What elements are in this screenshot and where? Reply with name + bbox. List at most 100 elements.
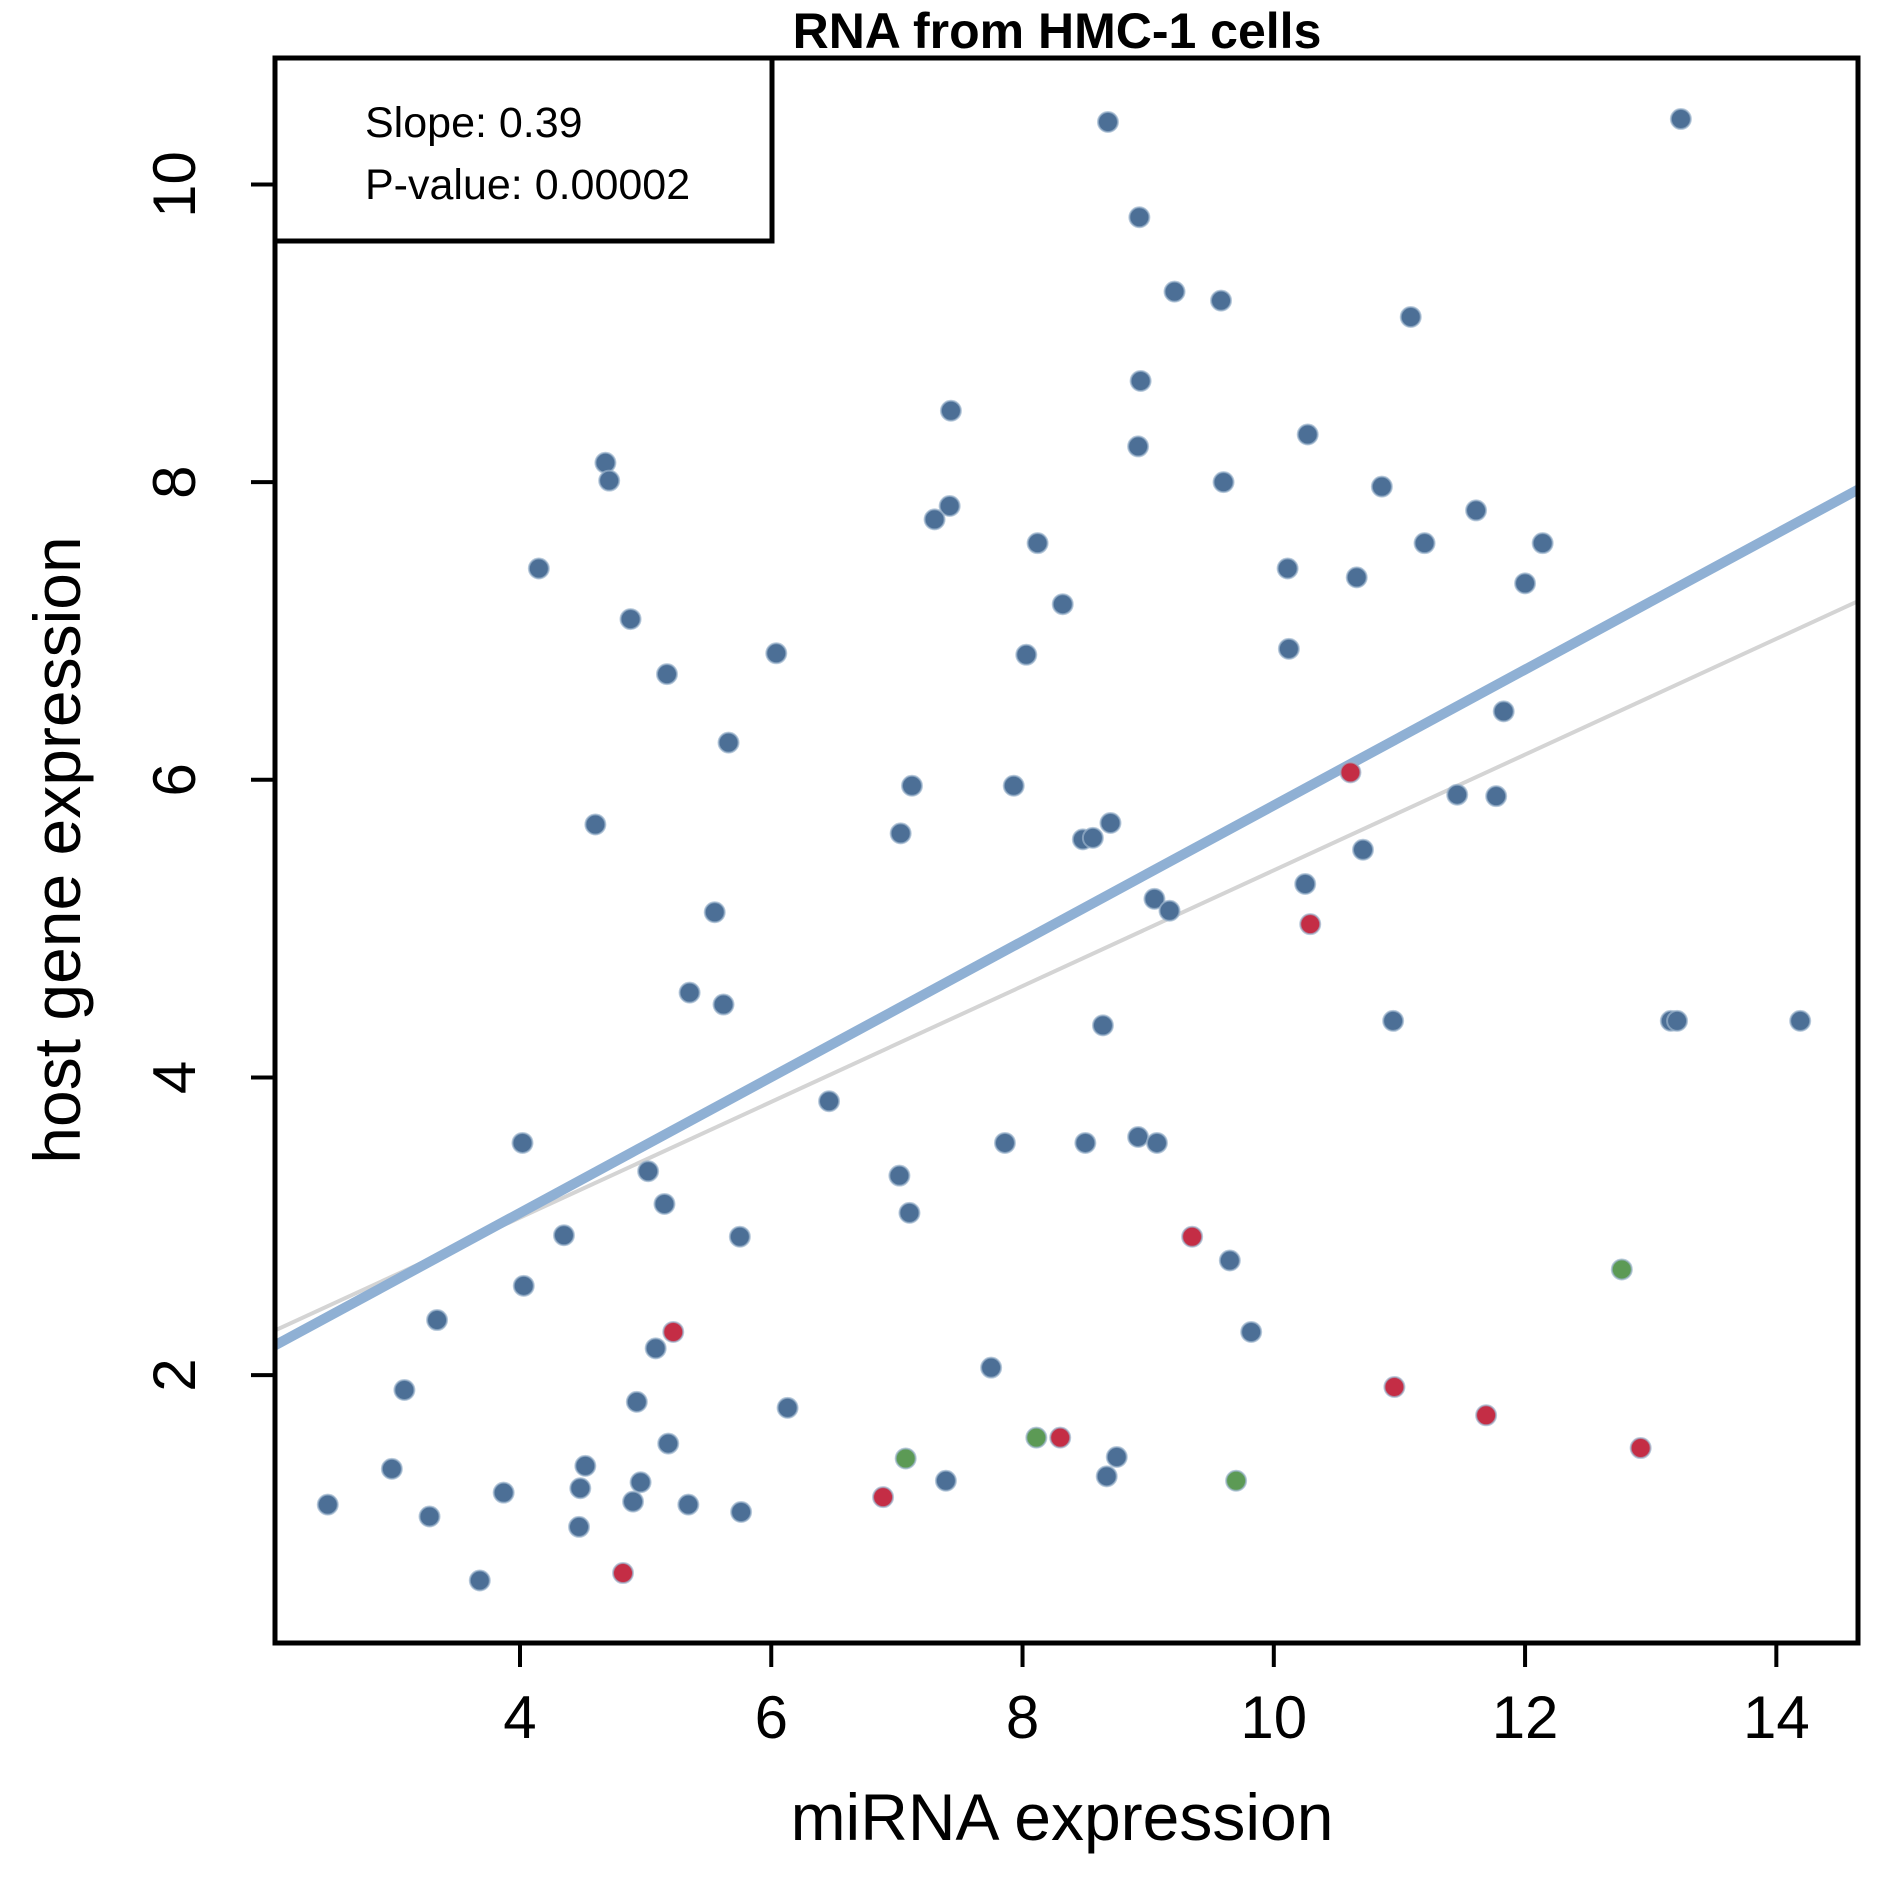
data-point-red (1299, 913, 1322, 936)
data-point-blue (1218, 1249, 1241, 1272)
data-point-red (872, 1486, 895, 1509)
data-point-blue (898, 1201, 921, 1224)
data-point-blue (717, 731, 740, 754)
data-point-blue (1163, 280, 1186, 303)
data-point-blue (1002, 774, 1025, 797)
data-point-blue (492, 1481, 515, 1504)
data-point-blue (888, 1164, 911, 1187)
data-point-blue (677, 1493, 700, 1516)
y-tick-label: 6 (141, 763, 208, 796)
data-point-blue (584, 813, 607, 836)
data-point-blue (598, 469, 621, 492)
data-point-blue (1105, 1445, 1128, 1468)
x-tick-label: 14 (1743, 1684, 1810, 1751)
fit-line (275, 485, 1858, 1350)
y-axis: 2 4 6 8 10 (141, 151, 275, 1392)
data-point-blue (637, 1160, 660, 1183)
data-point-blue (1399, 305, 1422, 328)
data-point-blue (1212, 471, 1235, 494)
legend-p-value: P-value: 0.00002 (365, 161, 690, 209)
data-point-blue (1446, 783, 1469, 806)
data-point-blue (776, 1396, 799, 1419)
y-tick-label: 10 (141, 151, 208, 218)
data-point-blue (1351, 838, 1374, 861)
data-point-green (1610, 1258, 1633, 1281)
x-axis: 4 6 8 10 12 14 (503, 1643, 1810, 1751)
data-point-blue (552, 1224, 575, 1247)
x-tick-label: 4 (503, 1684, 536, 1751)
data-point-red (1049, 1426, 1072, 1449)
data-point-blue (527, 557, 550, 580)
data-point-blue (393, 1378, 416, 1401)
data-point-blue (1145, 1131, 1168, 1154)
data-point-blue (728, 1225, 751, 1248)
data-point-blue (1143, 887, 1166, 910)
data-point-blue (1276, 557, 1299, 580)
data-point-blue (426, 1309, 449, 1332)
data-point-red (1181, 1225, 1204, 1248)
data-point-blue (644, 1337, 667, 1360)
data-point-red (662, 1320, 685, 1343)
data-point-blue (765, 642, 788, 665)
data-point-blue (1091, 1014, 1114, 1037)
y-axis-title: host gene expression (20, 536, 94, 1163)
data-point-blue (678, 981, 701, 1004)
data-point-blue (1081, 826, 1104, 849)
x-tick-label: 8 (1006, 1684, 1039, 1751)
legend-frame (272, 55, 775, 244)
data-point-blue (938, 494, 961, 517)
data-point-blue (1789, 1009, 1812, 1032)
plot-frame (272, 55, 1861, 1646)
data-point-blue (889, 822, 912, 845)
data-point-blue (993, 1131, 1016, 1154)
data-point-blue (657, 1432, 680, 1455)
data-point-blue (1514, 572, 1537, 595)
data-point-blue (1485, 785, 1508, 808)
data-point-blue (1666, 1009, 1689, 1032)
data-point-blue (1531, 532, 1554, 555)
chart-title: RNA from HMC-1 cells (793, 3, 1322, 59)
data-point-blue (923, 508, 946, 531)
data-point-blue (316, 1493, 339, 1516)
data-point-blue (568, 1515, 591, 1538)
data-point-blue (1026, 532, 1049, 555)
data-point-blue (1051, 593, 1074, 616)
data-point-blue (512, 1274, 535, 1297)
x-tick-label: 10 (1240, 1684, 1307, 1751)
data-point-blue (934, 1469, 957, 1492)
data-point-blue (468, 1569, 491, 1592)
data-point-blue (818, 1090, 841, 1113)
data-point-blue (418, 1505, 441, 1528)
data-point-red (1629, 1437, 1652, 1460)
data-point-blue (619, 608, 642, 631)
data-point-red (1475, 1404, 1498, 1427)
y-tick-label: 4 (141, 1061, 208, 1094)
reference-line (275, 599, 1858, 1333)
data-point-blue (1294, 872, 1317, 895)
data-point-blue (712, 993, 735, 1016)
data-point-blue (622, 1490, 645, 1513)
data-point-blue (1210, 289, 1233, 312)
data-point-blue (1296, 423, 1319, 446)
data-point-blue (1345, 566, 1368, 589)
legend-box: Slope: 0.39 P-value: 0.00002 (272, 55, 775, 244)
data-points (316, 108, 1812, 1592)
data-point-blue (1669, 108, 1692, 131)
data-point-blue (1158, 899, 1181, 922)
data-point-blue (1465, 499, 1488, 522)
data-point-red (1383, 1376, 1406, 1399)
y-tick-label: 8 (141, 465, 208, 498)
data-point-green (894, 1447, 917, 1470)
data-point-blue (653, 1192, 676, 1215)
legend-slope: Slope: 0.39 (365, 99, 583, 147)
data-point-blue (900, 774, 923, 797)
data-point-blue (569, 1477, 592, 1500)
data-point-blue (1128, 206, 1151, 229)
data-point-blue (1277, 637, 1300, 660)
data-point-blue (1095, 1465, 1118, 1488)
data-point-blue (594, 451, 617, 474)
x-axis-title: miRNA expression (791, 1780, 1334, 1854)
data-point-red (1339, 761, 1362, 784)
data-point-blue (1074, 1131, 1097, 1154)
